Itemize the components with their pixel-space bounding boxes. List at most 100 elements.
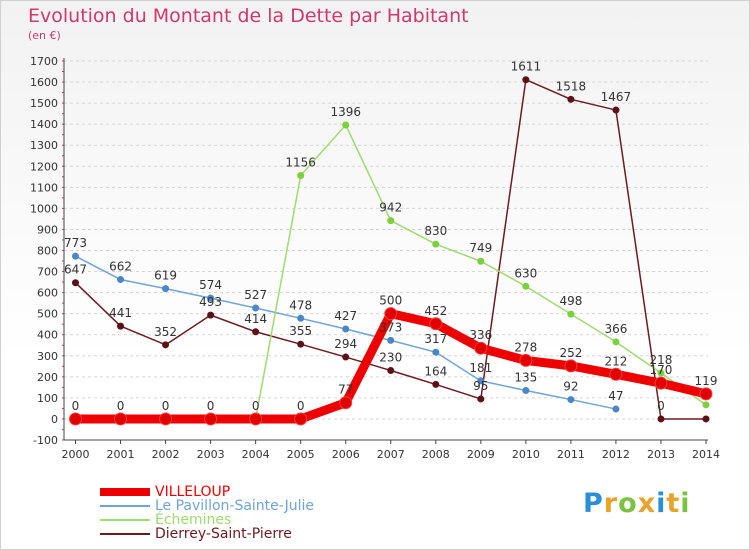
- x-tick-label: 2002: [152, 448, 180, 461]
- x-tick-label: 2011: [557, 448, 585, 461]
- data-label: 619: [154, 269, 177, 283]
- data-point: [522, 76, 530, 84]
- y-tick-label: 1500: [30, 97, 58, 110]
- data-label: 135: [514, 371, 537, 385]
- data-label: 749: [469, 241, 492, 255]
- x-tick-label: 2006: [332, 448, 360, 461]
- x-tick-label: 2004: [242, 448, 270, 461]
- proxiti-logo: Proxiti: [583, 488, 691, 519]
- data-label: 0: [162, 399, 170, 413]
- data-point: [252, 304, 260, 312]
- data-label: 0: [657, 399, 665, 413]
- data-label: 630: [514, 266, 537, 280]
- x-tick-label: 2008: [422, 448, 450, 461]
- y-tick-label: 200: [37, 371, 58, 384]
- data-label: 0: [117, 399, 125, 413]
- data-label: 427: [334, 309, 357, 323]
- data-label: 278: [514, 340, 537, 354]
- legend-label: VILLELOUP: [155, 484, 231, 500]
- data-point: [252, 328, 260, 336]
- data-point: [429, 317, 443, 331]
- data-label: 1156: [285, 156, 316, 170]
- legend-swatch: [100, 488, 150, 496]
- data-point: [114, 412, 128, 426]
- x-tick-label: 2001: [107, 448, 135, 461]
- y-tick-label: 900: [37, 223, 58, 236]
- legend-swatch: [100, 533, 150, 535]
- data-label: 493: [199, 295, 222, 309]
- data-label: 352: [154, 325, 177, 339]
- data-point: [657, 369, 665, 377]
- x-tick-label: 2014: [692, 448, 720, 461]
- data-point: [72, 252, 79, 260]
- data-point: [117, 322, 125, 330]
- data-label: 252: [559, 346, 582, 360]
- data-point: [117, 276, 125, 284]
- logo-letter: o: [618, 488, 638, 519]
- data-label: 441: [109, 306, 132, 320]
- data-point: [387, 336, 395, 344]
- data-label: 212: [604, 354, 627, 368]
- data-label: 647: [64, 263, 87, 277]
- y-tick-label: 500: [37, 308, 58, 321]
- data-label: 0: [72, 399, 80, 413]
- data-point: [522, 282, 530, 290]
- data-point: [702, 401, 710, 409]
- data-label: 452: [424, 304, 447, 318]
- data-point: [162, 285, 170, 293]
- y-tick-label: 800: [37, 245, 58, 258]
- chart-subtitle: (en €): [28, 29, 61, 42]
- y-tick-label: 700: [37, 266, 58, 279]
- data-point: [204, 412, 218, 426]
- logo-letter: t: [666, 488, 681, 519]
- data-point: [159, 412, 173, 426]
- data-point: [69, 412, 82, 426]
- data-point: [249, 412, 263, 426]
- legend-swatch: [100, 505, 150, 507]
- data-label: 294: [334, 337, 357, 351]
- data-label: 1467: [601, 90, 632, 104]
- data-label: 662: [109, 260, 132, 274]
- data-label: 0: [297, 399, 305, 413]
- data-point: [612, 338, 620, 346]
- y-tick-label: 1400: [30, 118, 58, 131]
- data-point: [522, 387, 530, 395]
- data-label: 95: [473, 379, 488, 393]
- data-point: [567, 310, 575, 318]
- data-point: [477, 257, 485, 265]
- data-point: [432, 348, 440, 356]
- data-label: 1611: [511, 60, 542, 74]
- data-point: [657, 415, 665, 423]
- data-label: 478: [289, 298, 312, 312]
- data-label: 574: [199, 278, 222, 292]
- x-tick-label: 2012: [602, 448, 630, 461]
- data-label: 92: [563, 380, 578, 394]
- data-point: [432, 380, 440, 388]
- data-label: 218: [650, 353, 673, 367]
- data-label: 0: [252, 399, 260, 413]
- data-label: 336: [469, 328, 492, 342]
- data-point: [477, 377, 485, 385]
- data-point: [477, 395, 485, 403]
- data-point: [342, 353, 350, 361]
- legend-swatch: [100, 519, 150, 521]
- data-label: 773: [64, 236, 87, 250]
- y-tick-label: 1100: [30, 181, 58, 194]
- data-label: 47: [608, 389, 623, 403]
- data-label: 181: [469, 361, 492, 375]
- data-label: 1518: [556, 79, 587, 93]
- chart-title: Evolution du Montant de la Dette par Hab…: [28, 5, 469, 27]
- data-point: [339, 396, 353, 410]
- data-point: [162, 341, 170, 349]
- data-label: 164: [424, 364, 447, 378]
- data-point: [609, 367, 623, 381]
- y-tick-label: 1000: [30, 202, 58, 215]
- y-tick-label: 400: [37, 329, 58, 342]
- y-tick-label: 1600: [30, 76, 58, 89]
- data-point: [564, 359, 578, 373]
- y-tick-label: 600: [37, 287, 58, 300]
- data-point: [207, 311, 215, 319]
- data-point: [612, 106, 620, 114]
- data-label: 230: [379, 351, 402, 365]
